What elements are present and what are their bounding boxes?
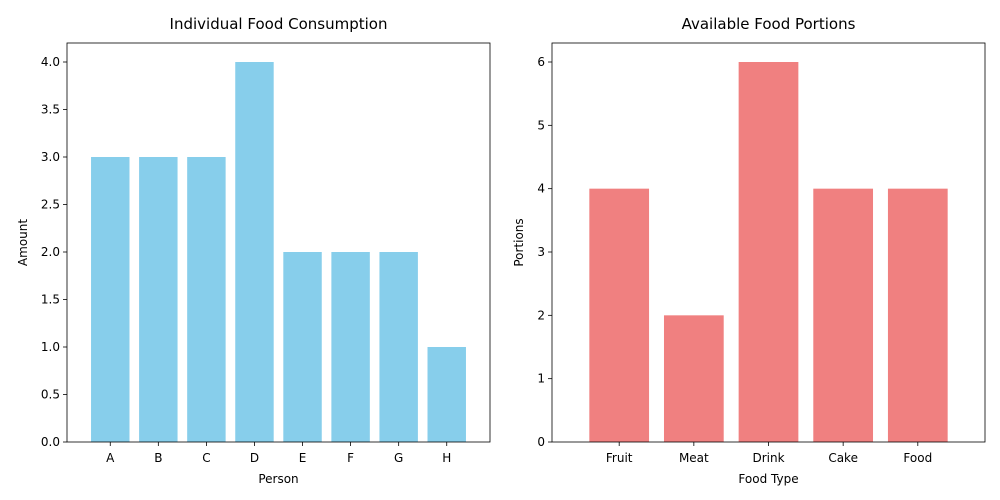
- x-tick-label: Drink: [752, 451, 784, 465]
- bar-d: [235, 62, 274, 442]
- x-tick-label: A: [106, 451, 115, 465]
- x-tick-label: D: [250, 451, 259, 465]
- bar-f: [331, 252, 370, 442]
- y-tick-label: 3: [537, 245, 545, 259]
- x-tick-label: Meat: [679, 451, 709, 465]
- bar-e: [283, 252, 322, 442]
- x-tick-label: F: [347, 451, 354, 465]
- y-tick-label: 2.5: [41, 198, 60, 212]
- bar-meat: [663, 315, 724, 442]
- chart-title: Individual Food Consumption: [170, 15, 388, 33]
- y-tick-label: 4: [537, 182, 545, 196]
- bar-b: [139, 157, 178, 442]
- x-axis-label: Person: [258, 472, 298, 486]
- y-tick-label: 0.5: [41, 388, 60, 402]
- y-tick-label: 2: [537, 308, 545, 322]
- bar-food: [887, 188, 948, 442]
- portions-chart: Available Food Portions Food Type Portio…: [512, 15, 986, 486]
- y-tick-label: 1.5: [41, 293, 60, 307]
- y-tick-label: 1: [537, 372, 545, 386]
- y-tick-label: 3.5: [41, 103, 60, 117]
- bar-a: [91, 157, 130, 442]
- y-tick-label: 4.0: [41, 55, 60, 69]
- y-tick-label: 0: [537, 435, 545, 449]
- x-tick-label: Food: [903, 451, 932, 465]
- y-axis-label: Portions: [512, 218, 526, 266]
- x-tick-label: Cake: [828, 451, 858, 465]
- plot-frame: [66, 42, 491, 443]
- x-tick-label: G: [394, 451, 403, 465]
- consumption-chart: Individual Food Consumption Person Amoun…: [16, 15, 491, 486]
- y-tick-label: 0.0: [41, 435, 60, 449]
- x-tick-label: B: [154, 451, 162, 465]
- y-tick-label: 6: [537, 55, 545, 69]
- x-tick-label: E: [299, 451, 307, 465]
- bar-drink: [738, 62, 799, 442]
- bar-fruit: [589, 188, 650, 442]
- bar-cake: [813, 188, 874, 442]
- y-tick-label: 1.0: [41, 340, 60, 354]
- bar-c: [187, 157, 226, 442]
- x-tick-label: Fruit: [606, 451, 633, 465]
- bar-g: [379, 252, 418, 442]
- y-tick-label: 3.0: [41, 150, 60, 164]
- chart-title: Available Food Portions: [682, 15, 856, 33]
- x-tick-label: H: [442, 451, 451, 465]
- bar-h: [427, 347, 466, 442]
- x-tick-label: C: [202, 451, 210, 465]
- x-axis-label: Food Type: [738, 472, 798, 486]
- y-axis-label: Amount: [16, 219, 30, 266]
- y-tick-label: 5: [537, 118, 545, 132]
- y-tick-label: 2.0: [41, 245, 60, 259]
